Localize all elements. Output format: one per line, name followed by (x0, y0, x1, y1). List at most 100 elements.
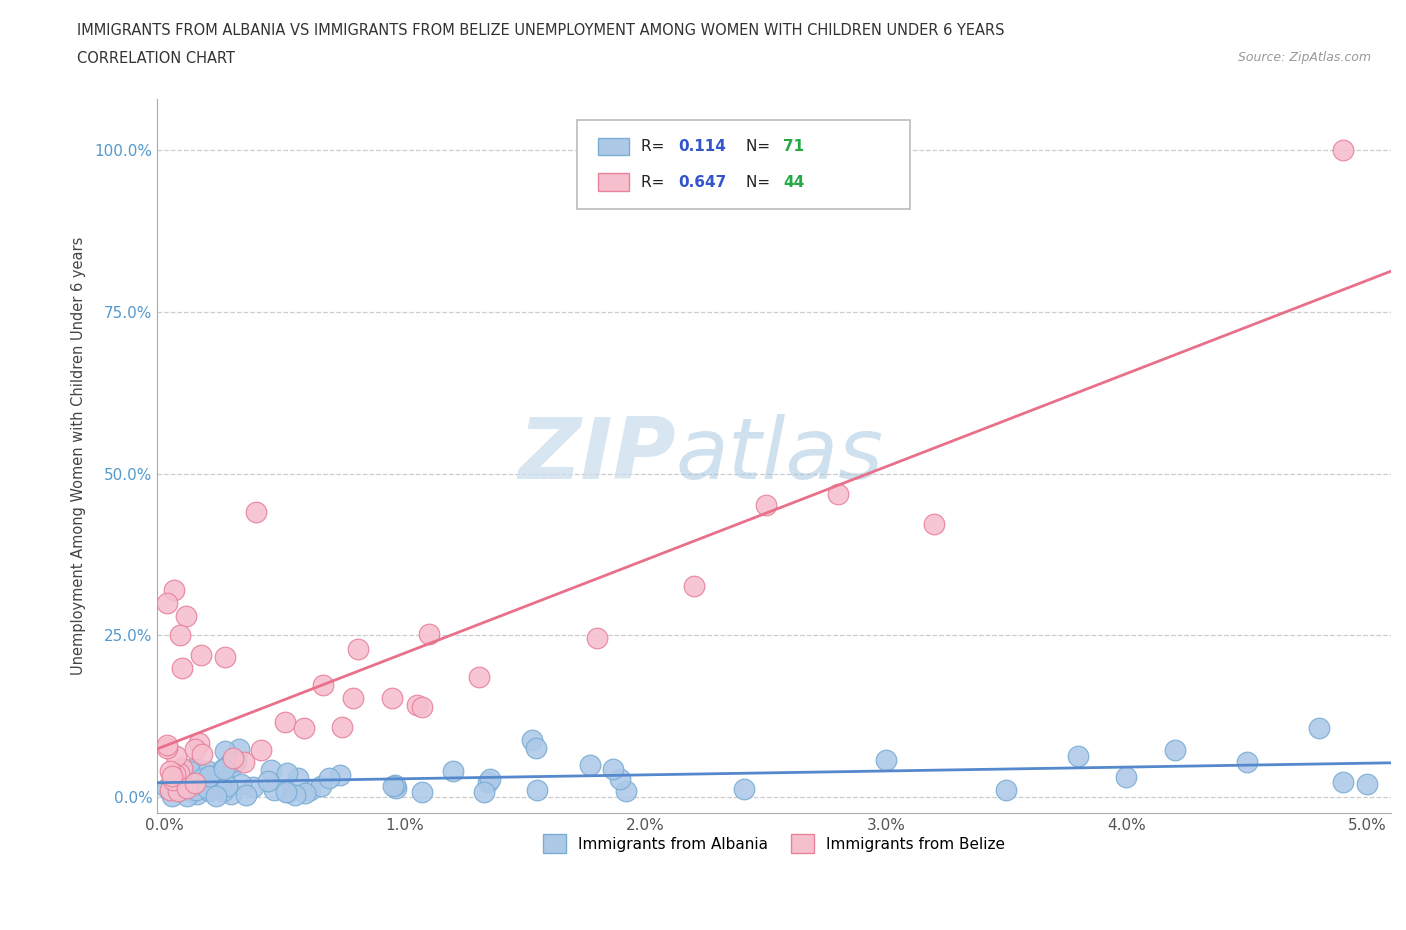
Point (524, 740, 547, 755)
FancyBboxPatch shape (576, 120, 910, 209)
Text: R=: R= (641, 140, 669, 154)
Point (299, 782, 322, 797)
Point (329, 767, 352, 782)
Point (195, 780, 218, 795)
Point (682, 579, 704, 594)
Point (755, 498, 778, 512)
Point (284, 788, 307, 803)
Point (733, 782, 755, 797)
Point (190, 647, 212, 662)
Point (221, 759, 243, 774)
Point (221, 787, 243, 802)
Point (260, 763, 283, 777)
Point (602, 762, 624, 777)
Point (172, 660, 194, 675)
FancyBboxPatch shape (598, 138, 628, 155)
Point (1355, 777, 1378, 791)
Point (156, 781, 179, 796)
Point (169, 765, 191, 780)
Point (474, 785, 496, 800)
Point (200, 767, 222, 782)
Point (187, 736, 209, 751)
Point (381, 691, 404, 706)
Text: Source: ZipAtlas.com: Source: ZipAtlas.com (1237, 51, 1371, 64)
Point (330, 720, 353, 735)
Text: ZIP: ZIP (517, 415, 675, 498)
Point (384, 777, 406, 792)
Point (222, 751, 245, 765)
Point (418, 627, 440, 642)
Point (160, 778, 183, 793)
Point (176, 781, 198, 796)
Point (995, 782, 1018, 797)
Text: 0.647: 0.647 (678, 175, 727, 190)
Point (273, 714, 295, 729)
Point (211, 762, 233, 777)
Point (875, 752, 897, 767)
Point (228, 742, 250, 757)
Point (162, 773, 184, 788)
Point (165, 749, 187, 764)
Point (156, 738, 179, 753)
Point (526, 782, 548, 797)
Point (225, 753, 247, 768)
Point (211, 783, 233, 798)
Point (477, 775, 499, 790)
Point (256, 774, 278, 789)
Point (231, 777, 253, 791)
Point (276, 765, 298, 780)
Point (186, 787, 208, 802)
Point (183, 760, 205, 775)
Point (1308, 721, 1330, 736)
Point (162, 789, 184, 804)
Point (214, 649, 236, 664)
Point (218, 755, 240, 770)
Point (287, 770, 309, 785)
Text: N=: N= (745, 175, 775, 190)
Point (579, 758, 602, 773)
Point (214, 744, 236, 759)
Point (292, 721, 315, 736)
Point (197, 764, 219, 778)
Point (156, 595, 179, 610)
Point (318, 771, 340, 786)
Point (1163, 743, 1185, 758)
Point (586, 631, 609, 645)
Point (1115, 769, 1137, 784)
Point (160, 779, 183, 794)
Point (1236, 755, 1258, 770)
Point (520, 733, 543, 748)
Point (827, 486, 849, 501)
Point (242, 779, 264, 794)
Point (159, 783, 181, 798)
Point (176, 789, 198, 804)
Point (184, 776, 207, 790)
Point (347, 641, 370, 656)
Point (411, 785, 433, 800)
Legend: Immigrants from Albania, Immigrants from Belize: Immigrants from Albania, Immigrants from… (537, 829, 1011, 859)
Point (163, 582, 186, 597)
Point (190, 772, 212, 787)
Point (173, 779, 195, 794)
Point (159, 764, 181, 778)
Point (156, 741, 179, 756)
Point (205, 789, 228, 804)
Point (312, 678, 335, 693)
Point (179, 764, 201, 778)
Text: CORRELATION CHART: CORRELATION CHART (77, 51, 235, 66)
Point (294, 786, 316, 801)
Point (198, 768, 221, 783)
Text: N=: N= (745, 140, 775, 154)
Point (250, 743, 273, 758)
Text: IMMIGRANTS FROM ALBANIA VS IMMIGRANTS FROM BELIZE UNEMPLOYMENT AMONG WOMEN WITH : IMMIGRANTS FROM ALBANIA VS IMMIGRANTS FR… (77, 23, 1005, 38)
Point (274, 784, 297, 799)
FancyBboxPatch shape (598, 173, 628, 192)
Point (405, 698, 427, 712)
Point (263, 783, 285, 798)
Text: 44: 44 (783, 175, 804, 190)
Point (198, 784, 221, 799)
Point (385, 781, 408, 796)
Point (441, 764, 464, 778)
Point (167, 765, 190, 780)
Point (1331, 775, 1354, 790)
